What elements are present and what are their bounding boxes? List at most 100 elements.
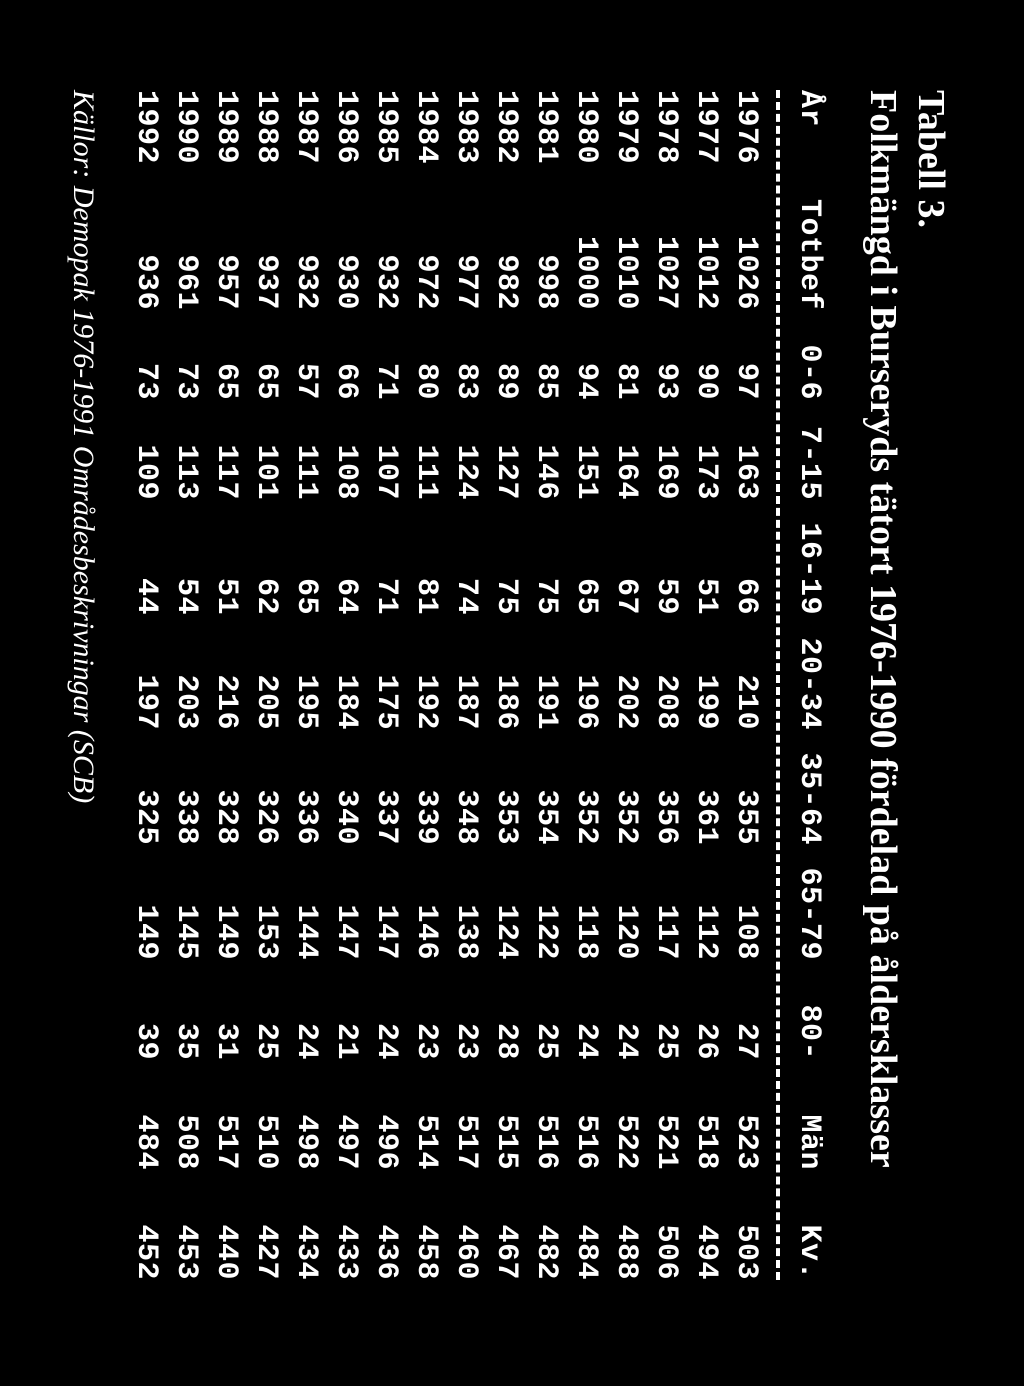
table-cell: 517 <box>206 1060 246 1170</box>
table-cell: 210 <box>726 615 766 730</box>
table-cell: 1989 <box>206 90 246 180</box>
table-cell: 120 <box>606 845 646 960</box>
table-cell: 144 <box>286 845 326 960</box>
table-cell: 51 <box>686 500 726 615</box>
table-cell: 35 <box>166 960 206 1060</box>
table-cell: 1980 <box>566 90 606 180</box>
table-cell: 482 <box>526 1170 566 1280</box>
table-cell: 208 <box>646 615 686 730</box>
table-cell: 83 <box>446 310 486 400</box>
table-cell: 151 <box>566 400 606 500</box>
table-cell: 25 <box>646 960 686 1060</box>
dashed-divider <box>776 90 780 1280</box>
table-cell: 149 <box>206 845 246 960</box>
table-cell: 80 <box>406 310 446 400</box>
table-title: Tabell 3. Folkmängd i Burseryds tätort 1… <box>859 90 954 1346</box>
table-cell: 326 <box>246 730 286 845</box>
table-cell: 523 <box>726 1060 766 1170</box>
table-cell: 1012 <box>686 180 726 310</box>
table-cell: 354 <box>526 730 566 845</box>
table-cell: 205 <box>246 615 286 730</box>
table-cell: 516 <box>526 1060 566 1170</box>
table-cell: 85 <box>526 310 566 400</box>
table-cell: 66 <box>326 310 366 400</box>
table-row: 1985932711077117533714724496436 <box>366 90 406 1280</box>
table-cell: 65 <box>206 310 246 400</box>
col-totbef: Totbef <box>784 180 829 310</box>
table-cell: 1000 <box>566 180 606 310</box>
table-cell: 21 <box>326 960 366 1060</box>
table-cell: 498 <box>286 1060 326 1170</box>
table-cell: 352 <box>606 730 646 845</box>
table-cell: 163 <box>726 400 766 500</box>
table-cell: 503 <box>726 1170 766 1280</box>
table-row: 1988937651016220532615325510427 <box>246 90 286 1280</box>
table-cell: 107 <box>366 400 406 500</box>
table-cell: 506 <box>646 1170 686 1280</box>
table-cell: 44 <box>126 500 166 615</box>
table-cell: 1990 <box>166 90 206 180</box>
table-cell: 932 <box>286 180 326 310</box>
table-row: 19771012901735119936111226518494 <box>686 90 726 1280</box>
title-line-1: Tabell 3. <box>910 90 952 228</box>
table-cell: 64 <box>326 500 366 615</box>
col-year: År <box>784 90 829 180</box>
table-cell: 427 <box>246 1170 286 1280</box>
table-cell: 484 <box>566 1170 606 1280</box>
table-cell: 361 <box>686 730 726 845</box>
table-cell: 1010 <box>606 180 646 310</box>
table-cell: 355 <box>726 730 766 845</box>
table-cell: 124 <box>446 400 486 500</box>
table-cell: 93 <box>646 310 686 400</box>
table-cell: 175 <box>366 615 406 730</box>
col-35-64: 35-64 <box>784 730 829 845</box>
table-cell: 146 <box>526 400 566 500</box>
table-cell: 124 <box>486 845 526 960</box>
table-cell: 1992 <box>126 90 166 180</box>
table-cell: 89 <box>486 310 526 400</box>
table-cell: 1988 <box>246 90 286 180</box>
table-cell: 23 <box>446 960 486 1060</box>
table-row: 1987932571116519533614424498434 <box>286 90 326 1280</box>
col-7-15: 7-15 <box>784 400 829 500</box>
table-cell: 122 <box>526 845 566 960</box>
header-divider-row <box>766 90 784 1280</box>
table-cell: 146 <box>406 845 446 960</box>
table-cell: 1979 <box>606 90 646 180</box>
table-cell: 90 <box>686 310 726 400</box>
table-cell: 1977 <box>686 90 726 180</box>
table-row: 1992936731094419732514939484452 <box>126 90 166 1280</box>
table-cell: 325 <box>126 730 166 845</box>
table-cell: 216 <box>206 615 246 730</box>
table-cell: 1982 <box>486 90 526 180</box>
table-cell: 1027 <box>646 180 686 310</box>
table-cell: 434 <box>286 1170 326 1280</box>
table-cell: 195 <box>286 615 326 730</box>
table-cell: 936 <box>126 180 166 310</box>
table-row: 19761026971636621035510827523503 <box>726 90 766 1280</box>
table-cell: 339 <box>406 730 446 845</box>
col-men: Män <box>784 1060 829 1170</box>
table-cell: 957 <box>206 180 246 310</box>
table-cell: 1986 <box>326 90 366 180</box>
table-cell: 972 <box>406 180 446 310</box>
table-cell: 27 <box>726 960 766 1060</box>
table-cell: 117 <box>206 400 246 500</box>
table-cell: 453 <box>166 1170 206 1280</box>
table-cell: 977 <box>446 180 486 310</box>
table-cell: 340 <box>326 730 366 845</box>
table-row: 19781027931695920835611725521506 <box>646 90 686 1280</box>
table-cell: 51 <box>206 500 246 615</box>
table-cell: 1987 <box>286 90 326 180</box>
table-cell: 961 <box>166 180 206 310</box>
table-cell: 982 <box>486 180 526 310</box>
table-row: 19791010811646720235212024522488 <box>606 90 646 1280</box>
table-cell: 67 <box>606 500 646 615</box>
table-cell: 173 <box>686 400 726 500</box>
table-cell: 196 <box>566 615 606 730</box>
table-cell: 113 <box>166 400 206 500</box>
table-cell: 328 <box>206 730 246 845</box>
table-cell: 111 <box>406 400 446 500</box>
table-cell: 353 <box>486 730 526 845</box>
table-cell: 460 <box>446 1170 486 1280</box>
